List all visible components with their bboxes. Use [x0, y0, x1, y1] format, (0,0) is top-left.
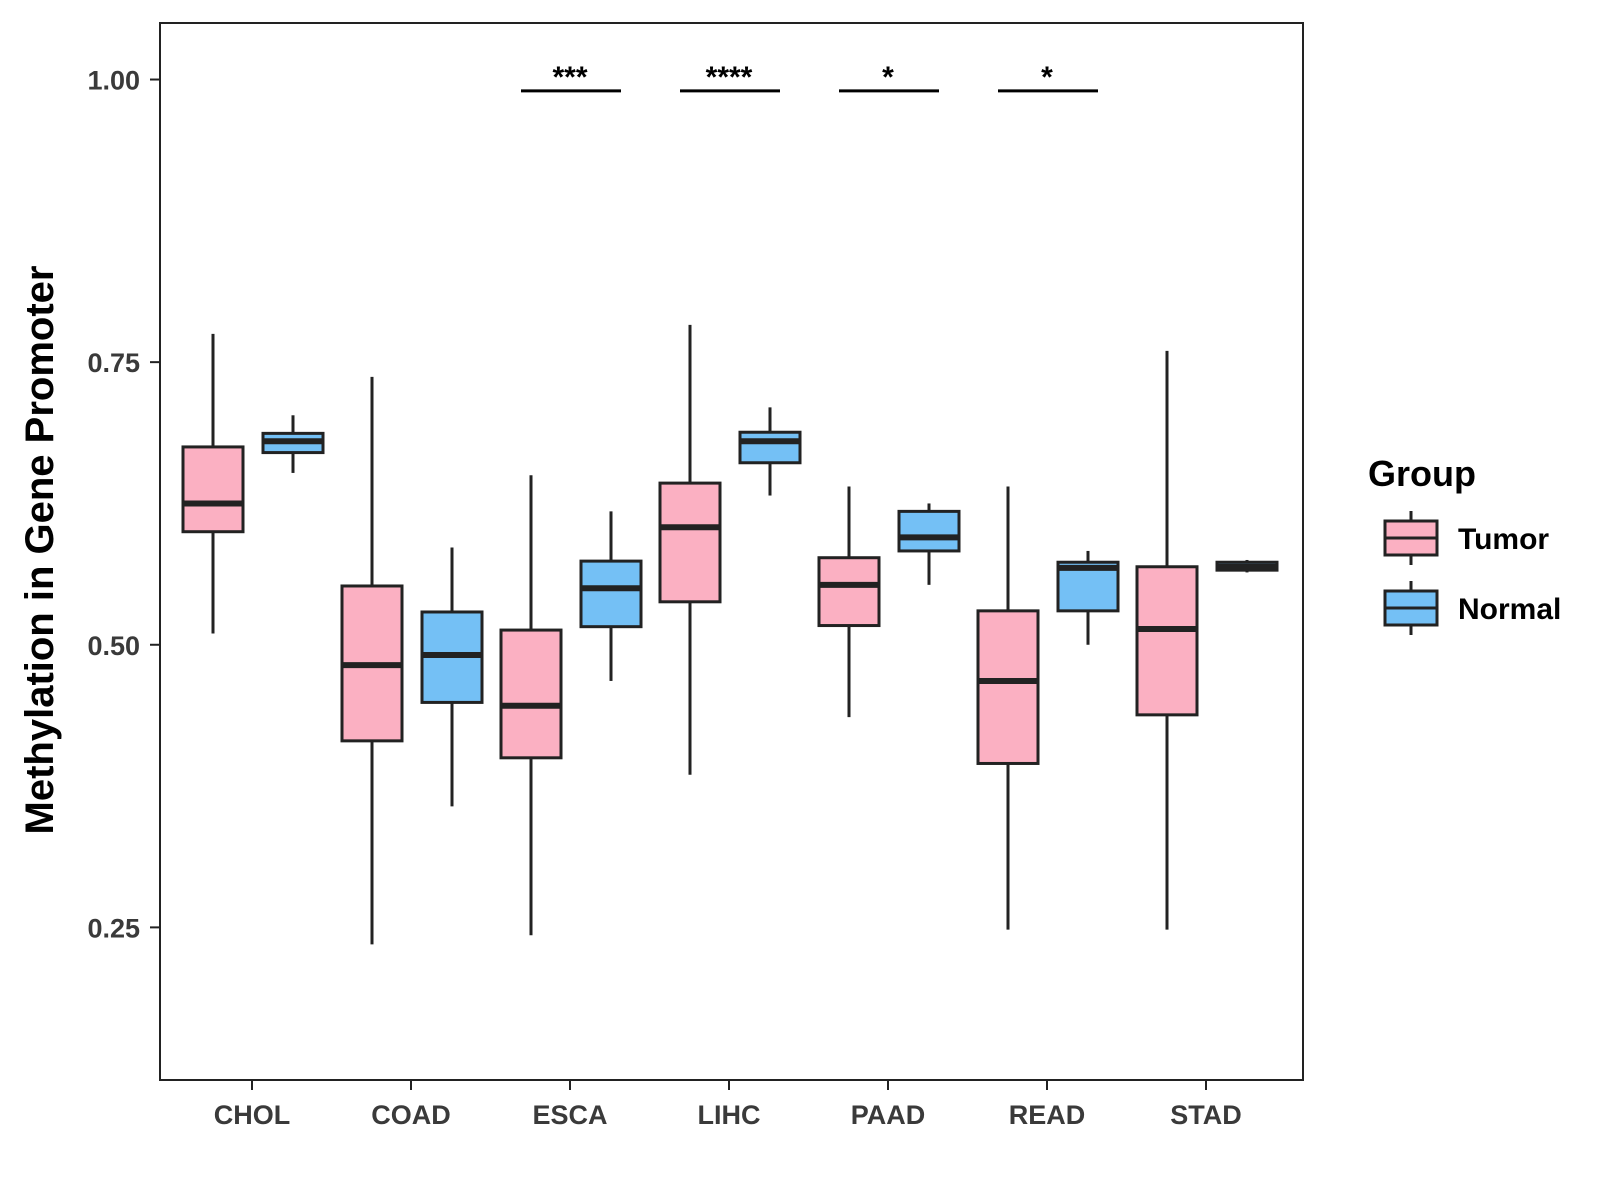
box-normal-esca — [579, 511, 643, 681]
box-normal-read — [1056, 550, 1120, 645]
y-axis-title: Methylation in Gene Promoter — [18, 266, 62, 835]
x-tick-label: READ — [1009, 1100, 1086, 1130]
box-tumor-chol — [181, 333, 245, 634]
box-tumor-stad — [1135, 350, 1199, 930]
box-tumor-read — [976, 486, 1040, 930]
box-normal-coad — [420, 547, 484, 807]
significance-label: **** — [706, 61, 753, 94]
box-iqr — [499, 628, 563, 760]
box-normal-paad — [897, 503, 961, 585]
significance-label: * — [882, 61, 894, 94]
y-tick-label: 0.75 — [87, 348, 140, 378]
box-iqr — [579, 559, 643, 629]
x-tick-label: CHOL — [214, 1100, 291, 1130]
box-iqr — [976, 609, 1040, 765]
box-iqr — [817, 556, 881, 628]
y-tick-label: 0.50 — [87, 631, 140, 661]
box-tumor-esca — [499, 475, 563, 936]
legend: Group Tumor Normal — [1368, 453, 1561, 635]
significance-label: * — [1041, 61, 1053, 94]
box-normal-lihc — [738, 407, 802, 496]
x-tick-label: ESCA — [532, 1100, 607, 1130]
box-normal-chol — [261, 415, 325, 473]
legend-title: Group — [1368, 453, 1476, 494]
legend-label-tumor: Tumor — [1458, 523, 1549, 556]
box-iqr — [1135, 565, 1199, 717]
box-iqr — [658, 481, 722, 604]
box-tumor-coad — [340, 376, 404, 945]
significance-label: *** — [552, 61, 587, 94]
box-tumor-lihc — [658, 324, 722, 775]
box-normal-stad — [1215, 559, 1279, 573]
box-iqr — [738, 430, 802, 465]
box-iqr — [181, 445, 245, 534]
x-tick-label: COAD — [371, 1100, 451, 1130]
y-tick-label: 1.00 — [87, 66, 140, 96]
plot-layer: 0.25 0.50 0.75 1.00 CHOL COAD ESCA LIHC PAAD READ… — [87, 61, 1279, 1130]
x-tick-label: STAD — [1170, 1100, 1242, 1130]
x-tick-label: PAAD — [851, 1100, 926, 1130]
legend-label-normal: Normal — [1458, 593, 1561, 626]
y-tick-label: 0.25 — [87, 913, 140, 943]
box-iqr — [897, 509, 961, 553]
box-tumor-paad — [817, 486, 881, 718]
plot-panel — [159, 22, 1304, 1081]
x-tick-label: LIHC — [698, 1100, 761, 1130]
